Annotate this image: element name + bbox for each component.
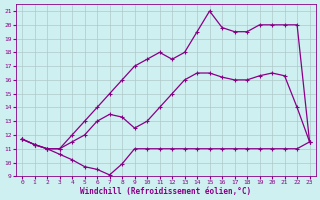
X-axis label: Windchill (Refroidissement éolien,°C): Windchill (Refroidissement éolien,°C) <box>80 187 252 196</box>
